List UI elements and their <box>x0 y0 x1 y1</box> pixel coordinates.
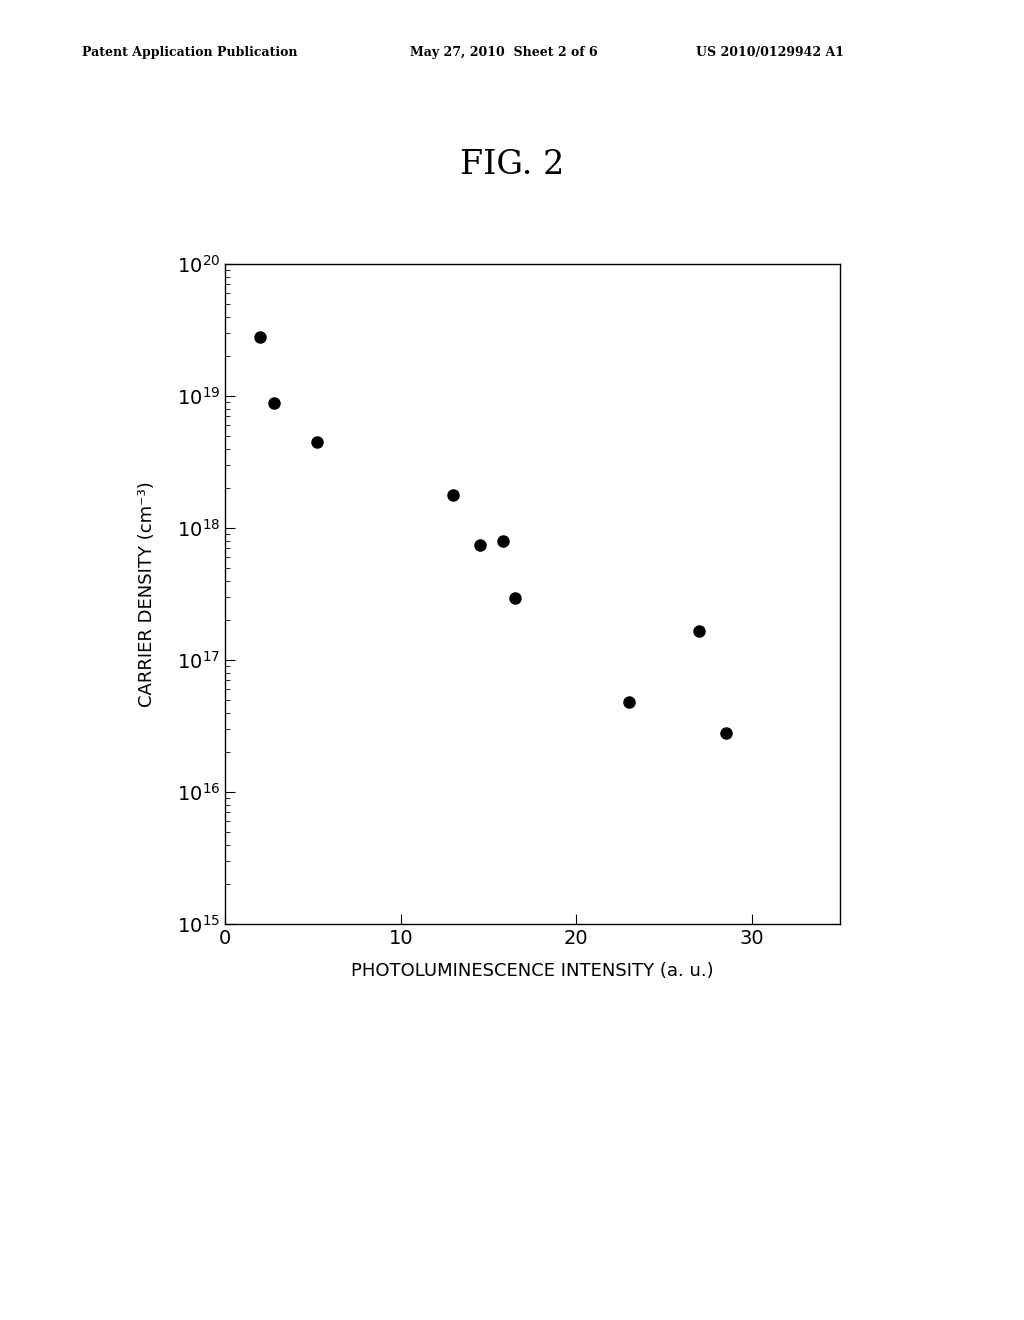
X-axis label: PHOTOLUMINESCENCE INTENSITY (a. u.): PHOTOLUMINESCENCE INTENSITY (a. u.) <box>351 962 714 979</box>
Y-axis label: CARRIER DENSITY (cm⁻³): CARRIER DENSITY (cm⁻³) <box>138 480 156 708</box>
Text: US 2010/0129942 A1: US 2010/0129942 A1 <box>696 46 845 59</box>
Text: FIG. 2: FIG. 2 <box>460 149 564 181</box>
Text: May 27, 2010  Sheet 2 of 6: May 27, 2010 Sheet 2 of 6 <box>410 46 597 59</box>
Text: Patent Application Publication: Patent Application Publication <box>82 46 297 59</box>
